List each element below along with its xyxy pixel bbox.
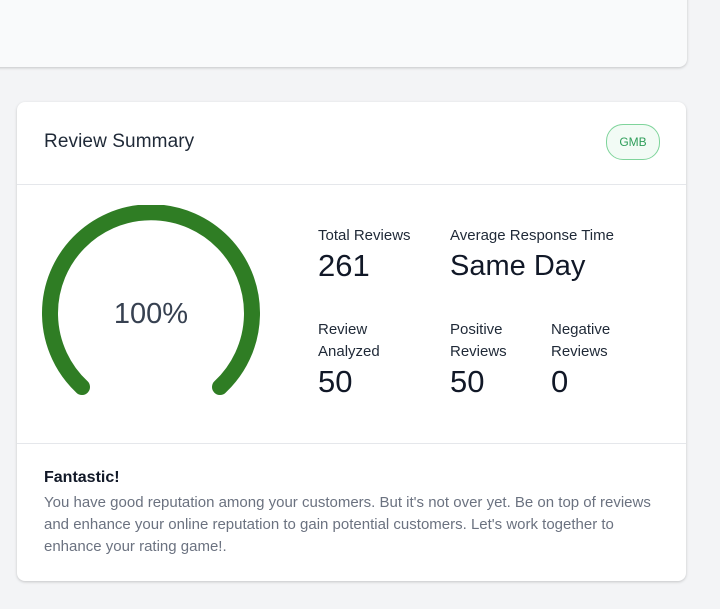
stat-label: Review Analyzed [318,321,380,360]
stat-positive-reviews: Positive Reviews 50 [450,319,530,400]
stat-label: Total Reviews [318,227,411,244]
card-header: Review Summary GMB [17,102,686,185]
stat-review-analyzed: Review Analyzed 50 [318,319,418,400]
review-summary-card: Review Summary GMB 100% Total Reviews 26… [17,102,686,581]
stat-value: 50 [318,364,353,399]
stat-value: 50 [450,364,485,399]
stat-value: Same Day [450,250,586,282]
stat-total-reviews: Total Reviews 261 [318,225,411,284]
summary-message: You have good reputation among your cust… [44,494,651,555]
stat-label: Average Response Time [450,227,614,244]
stat-value: 261 [318,248,370,283]
gmb-badge: GMB [606,124,660,160]
divider [17,443,686,444]
gauge-arc [42,205,260,395]
score-gauge [42,205,260,395]
stat-label: Positive Reviews [450,321,507,360]
stat-negative-reviews: Negative Reviews 0 [551,319,631,400]
gauge-percentage: 100% [113,298,189,330]
stat-average-response-time: Average Response Time Same Day [450,225,614,284]
card-title: Review Summary [44,131,195,152]
stat-value: 0 [551,364,569,399]
previous-card [0,0,687,67]
stat-label: Negative Reviews [551,321,611,360]
summary-headline: Fantastic! [44,469,120,486]
